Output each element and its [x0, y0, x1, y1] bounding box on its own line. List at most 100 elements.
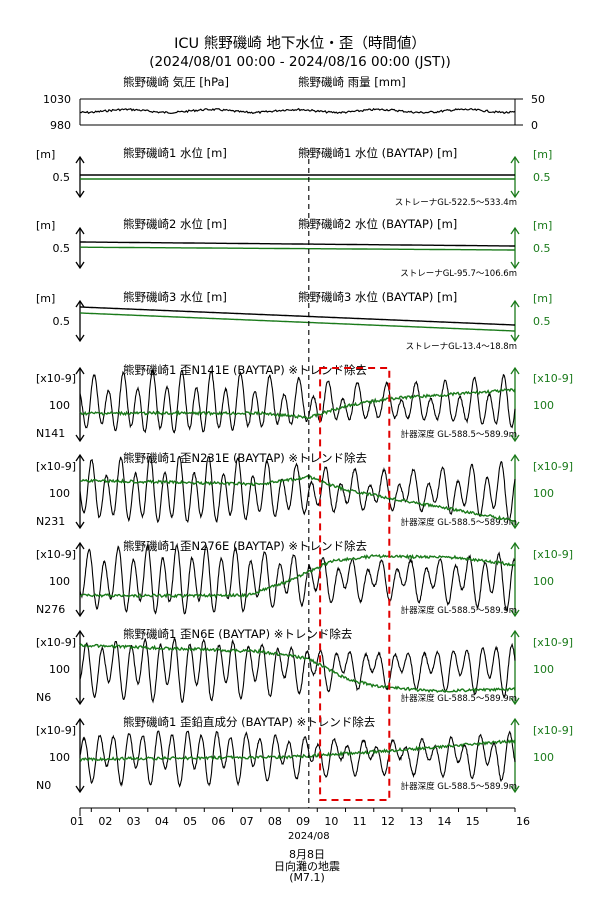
left-unit-label: [m] — [36, 148, 55, 161]
left-arrow-down — [75, 261, 85, 270]
panel-left-title: 熊野磯崎1 歪N231E (BAYTAP) ※トレンド除去 — [123, 451, 367, 465]
series-line-black — [79, 455, 516, 524]
x-tick-label: 03 — [127, 815, 141, 828]
panel-note: ストレーナGL-13.4～18.8m — [406, 342, 517, 352]
right-unit-label: [x10-9] — [533, 636, 573, 649]
panel-left-title: 熊野磯崎1 水位 [m] — [123, 146, 227, 160]
left-arrow-down — [75, 697, 85, 706]
panel-right-title: 熊野磯崎2 水位 (BAYTAP) [m] — [298, 217, 457, 231]
right-arrow-up — [510, 226, 520, 235]
panel-left-title: 熊野磯崎2 水位 [m] — [123, 217, 227, 231]
left-arrow-down — [75, 521, 85, 530]
left-arrow-up — [75, 629, 85, 638]
series-line-green — [79, 474, 516, 523]
right-value-label: 0.5 — [533, 171, 551, 184]
panel-note: 計器深度 GL-588.5～589.9m — [401, 693, 517, 704]
panel-right-title: 熊野磯崎1 水位 (BAYTAP) [m] — [298, 146, 457, 160]
series-line-black — [79, 542, 516, 615]
left-tick-label: 980 — [50, 119, 71, 132]
x-tick-label: 05 — [183, 815, 197, 828]
right-arrow-down — [510, 261, 520, 270]
left-unit-label: [x10-9] — [36, 548, 76, 561]
panel-right-title: 熊野磯崎3 水位 (BAYTAP) [m] — [298, 290, 457, 304]
left-arrow-up — [75, 717, 85, 726]
x-tick-label: 10 — [324, 815, 338, 828]
x-tick-label: 16 — [516, 815, 530, 828]
left-arrow-up — [75, 155, 85, 164]
left-value-label: 0.5 — [53, 242, 71, 255]
component-label: N141 — [36, 427, 65, 440]
left-value-label: 100 — [49, 399, 70, 412]
panel-0: 熊野磯崎 気圧 [hPa] 熊野磯崎 雨量 [mm] 1030 980 50 0 — [43, 75, 545, 132]
component-label: N231 — [36, 515, 65, 528]
right-value-label: 100 — [533, 575, 554, 588]
right-value-label: 100 — [533, 399, 554, 412]
left-arrow-down — [75, 609, 85, 618]
panel-2: 熊野磯崎2 水位 [m] 熊野磯崎2 水位 (BAYTAP) [m] [m] [m] 0… — [36, 217, 552, 279]
right-arrow-down — [510, 785, 520, 794]
left-arrow-up — [75, 299, 85, 308]
x-tick-label: 11 — [353, 815, 367, 828]
panel-note: 計器深度 GL-588.5～589.9m — [401, 517, 517, 528]
right-value-label: 100 — [533, 663, 554, 676]
x-tick-label: 12 — [381, 815, 395, 828]
left-unit-label: [m] — [36, 219, 55, 232]
right-arrow-up — [510, 453, 520, 462]
left-arrow-down — [75, 334, 85, 343]
right-arrow-up — [510, 155, 520, 164]
right-arrow-down — [510, 190, 520, 199]
series-line-green — [79, 643, 516, 694]
right-arrow-down — [510, 334, 520, 343]
panel-6: 熊野磯崎1 歪N276E (BAYTAP) ※トレンド除去 [x10-9] [x10… — [36, 539, 573, 618]
right-arrow-up — [510, 299, 520, 308]
right-arrow-down — [510, 697, 520, 706]
right-arrow-up — [510, 366, 520, 375]
panel-left-title: 熊野磯崎3 水位 [m] — [123, 290, 227, 304]
x-tick-label: 07 — [240, 815, 254, 828]
x-tick-label: 04 — [155, 815, 169, 828]
panel-left-title: 熊野磯崎1 歪N276E (BAYTAP) ※トレンド除去 — [123, 539, 367, 553]
right-unit-label: [x10-9] — [533, 548, 573, 561]
panel-5: 熊野磯崎1 歪N231E (BAYTAP) ※トレンド除去 [x10-9] [x10… — [36, 451, 573, 530]
event-magnitude-label: (M7.1) — [289, 871, 325, 884]
component-label: N6 — [36, 691, 51, 704]
right-arrow-down — [510, 434, 520, 443]
component-label: N0 — [36, 779, 51, 792]
panel-note: ストレーナGL-95.7～106.6m — [400, 269, 517, 279]
x-tick-label: 06 — [211, 815, 225, 828]
right-arrow-down — [510, 609, 520, 618]
x-tick-label: 13 — [409, 815, 423, 828]
series-line-black — [80, 241, 515, 247]
panel-note: 計器深度 GL-588.5～589.9m — [401, 605, 517, 616]
right-arrow-up — [510, 629, 520, 638]
left-value-label: 100 — [49, 751, 70, 764]
right-unit-label: [m] — [533, 292, 552, 305]
panel-8: 熊野磯崎1 歪鉛直成分 (BAYTAP) ※トレンド除去 [x10-9] [x10-… — [36, 715, 573, 794]
right-value-label: 100 — [533, 751, 554, 764]
left-value-label: 100 — [49, 487, 70, 500]
panel-1: 熊野磯崎1 水位 [m] 熊野磯崎1 水位 (BAYTAP) [m] [m] [m] 0… — [36, 146, 552, 208]
x-tick-label: 14 — [437, 815, 451, 828]
x-tick-label: 01 — [70, 815, 84, 828]
right-arrow-up — [510, 541, 520, 550]
panel-7: 熊野磯崎1 歪N6E (BAYTAP) ※トレンド除去 [x10-9] [x10-9… — [36, 627, 573, 706]
right-arrow-up — [510, 717, 520, 726]
left-arrow-up — [75, 366, 85, 375]
panel-left-title: 熊野磯崎1 歪N141E (BAYTAP) ※トレンド除去 — [123, 363, 367, 377]
event-name-label: 日向灘の地震 — [274, 859, 340, 873]
left-value-label: 100 — [49, 663, 70, 676]
x-tick-label: 09 — [296, 815, 310, 828]
event-date-label: 8月8日 — [289, 848, 325, 861]
left-arrow-down — [75, 190, 85, 199]
panel-note: 計器深度 GL-588.5～589.9m — [401, 429, 517, 440]
left-unit-label: [x10-9] — [36, 724, 76, 737]
left-arrow-up — [75, 453, 85, 462]
series-line-green — [80, 246, 515, 251]
right-value-label: 100 — [533, 487, 554, 500]
series-line-black — [79, 369, 516, 434]
series-line-black — [79, 730, 516, 788]
left-unit-label: [x10-9] — [36, 636, 76, 649]
event-markers — [308, 150, 391, 808]
x-tick-label: 02 — [98, 815, 112, 828]
